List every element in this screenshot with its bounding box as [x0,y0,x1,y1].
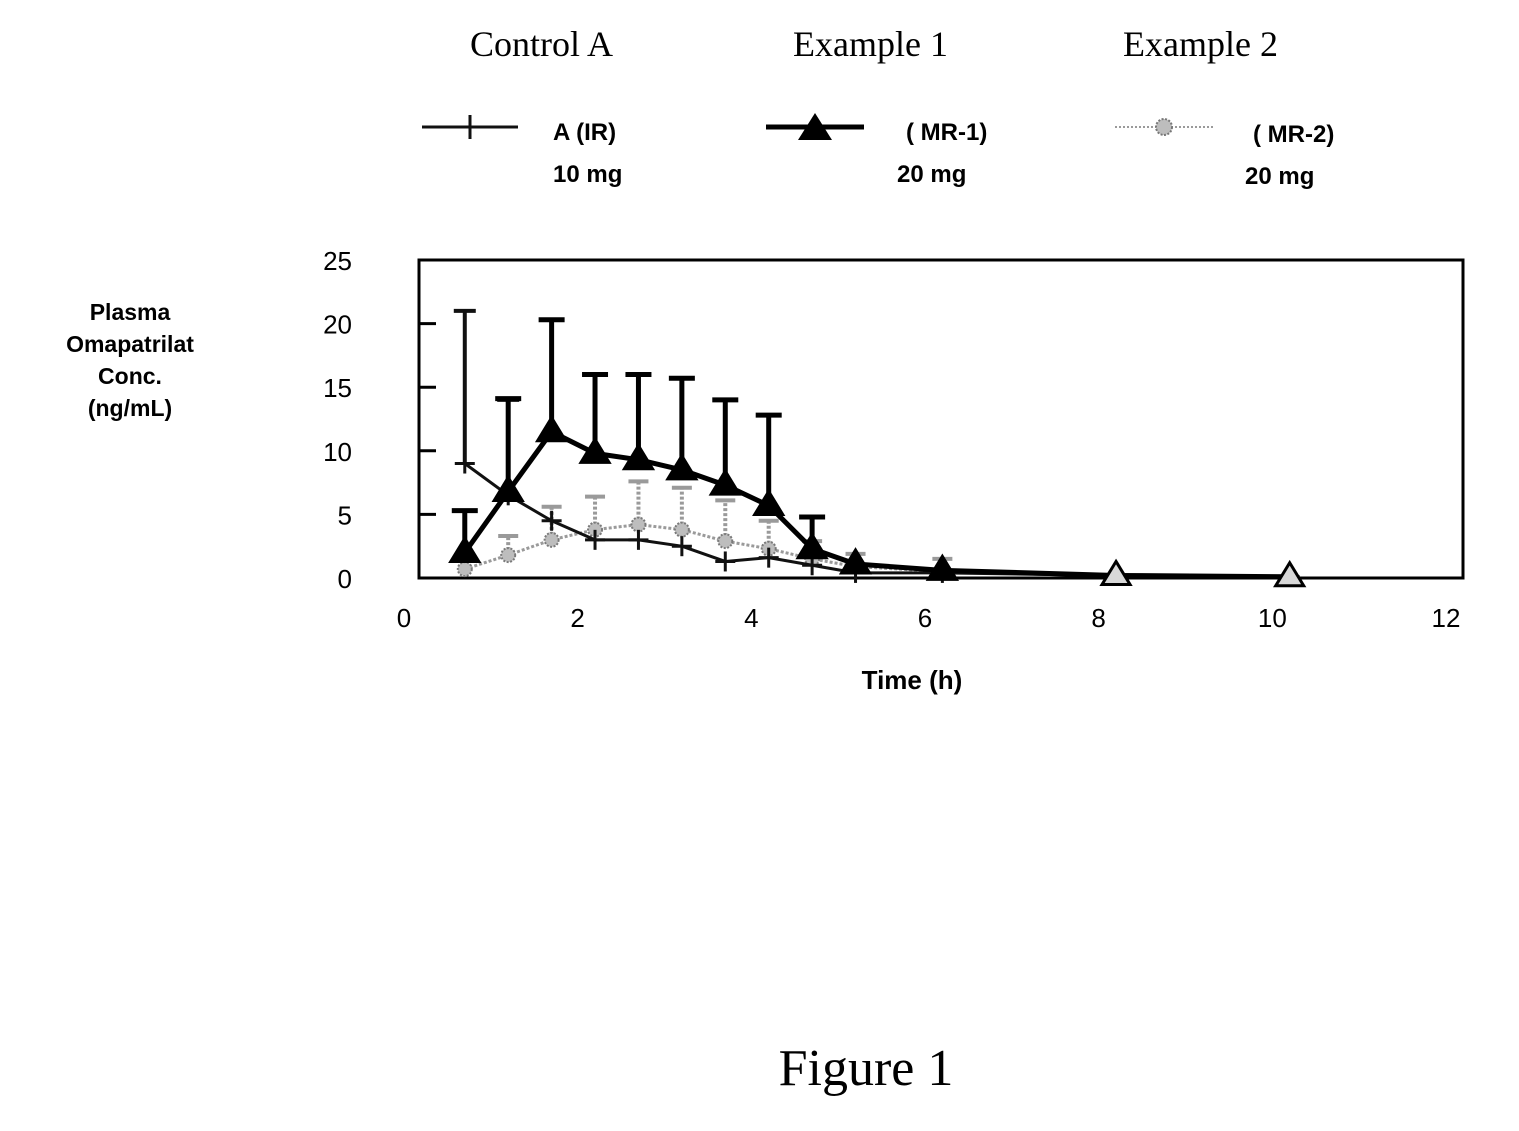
y-tick-label: 20 [323,310,352,340]
legend-group-control-a: Control A [470,24,613,64]
legend-swatch-a-ir [422,115,518,139]
data-point [621,442,656,471]
y-tick-label: 25 [323,246,352,276]
y-axis-label-line-2: Omapatrilat [66,331,194,357]
x-tick-label: 6 [918,603,932,633]
data-point [578,436,612,464]
data-point [671,536,692,557]
y-tick-label: 5 [338,500,352,530]
legend-group-example-2: Example 2 [1123,24,1278,64]
data-point [758,547,779,568]
legend-dose-a-ir: 10 mg [553,161,622,188]
y-tick-label: 10 [323,437,352,467]
data-point [500,547,517,564]
data-point [543,531,560,548]
y-tick-label: 0 [338,564,352,594]
y-tick-label: 15 [323,373,352,403]
data-point [665,452,699,481]
data-point [628,529,649,550]
y-axis-label-line-4: (ng/mL) [88,395,172,421]
x-tick-label: 4 [744,603,758,633]
legend-label-mr-2: ( MR-2) [1253,121,1334,148]
x-tick-label: 2 [570,603,584,633]
data-point [717,533,734,550]
data-point [456,561,473,578]
series-layer [448,308,1307,588]
x-tick-label: 10 [1258,603,1287,633]
data-point [1099,558,1133,586]
x-tick-label: 0 [397,603,411,633]
x-axis-label: Time (h) [862,665,963,695]
x-tick-label: 8 [1091,603,1105,633]
legend-swatch-mr-2 [1115,118,1213,136]
series-mr-2 [456,479,1298,586]
data-point [630,516,647,533]
data-point [925,553,960,581]
data-point [708,468,742,496]
data-point [838,547,873,575]
data-point [752,488,786,516]
data-point [534,414,569,443]
legend-swatch-mr-1 [766,113,864,140]
data-point [715,551,736,572]
series-line [463,462,1290,579]
y-axis: 0 5 10 15 20 25 [323,246,436,594]
legend-group-example-1: Example 1 [793,24,948,64]
data-point [795,531,829,560]
data-point [1273,559,1307,588]
legend-dose-mr-1: 20 mg [897,161,966,188]
data-point [448,535,482,564]
legend-label-mr-1: ( MR-1) [906,119,987,146]
y-axis-label-line-1: Plasma [90,299,171,325]
data-point [541,510,562,531]
x-axis: 0 2 4 6 8 10 12 [397,603,1461,633]
data-point [673,521,690,538]
figure-caption: Figure 1 [779,1040,954,1097]
y-axis-label-line-3: Conc. [98,363,162,389]
data-point [491,474,525,503]
data-point [585,529,606,550]
series-mr-1 [448,317,1307,588]
legend-dose-mr-2: 20 mg [1245,163,1314,190]
legend-label-a-ir: A (IR) [553,119,616,146]
x-tick-label: 12 [1432,603,1461,633]
data-point [454,453,475,474]
